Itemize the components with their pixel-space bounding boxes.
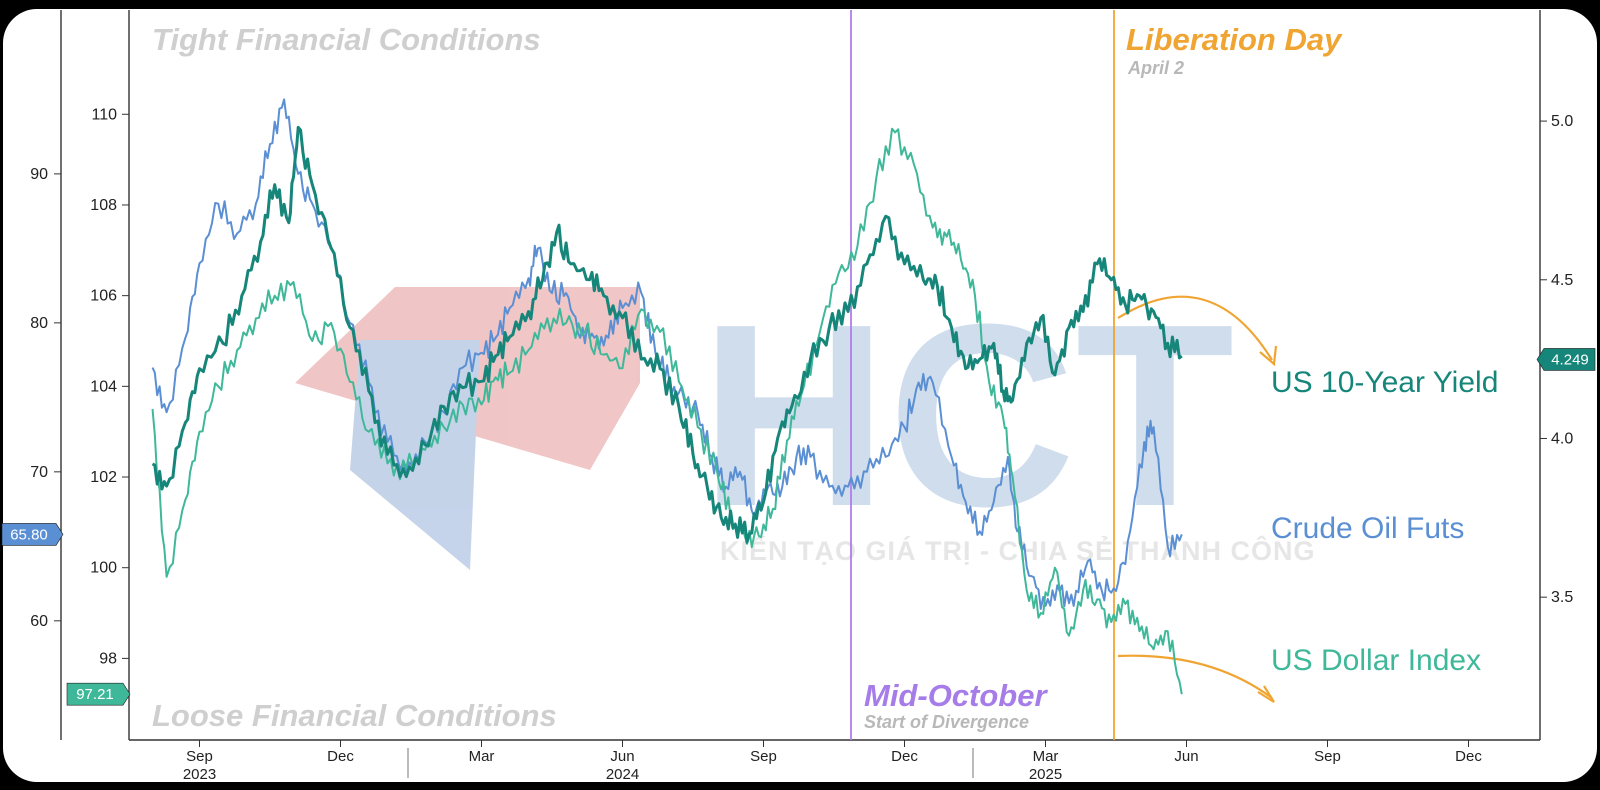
yield-last-value-tag: 4.249 <box>1536 348 1596 371</box>
loose-conditions-label: Loose Financial Conditions <box>152 698 557 733</box>
liberation-day-date: April 2 <box>1127 58 1184 78</box>
mid-october-label: Mid-October <box>864 678 1048 713</box>
yield-last-value-tag-shape <box>1536 348 1596 371</box>
mid-october-sublabel: Start of Divergence <box>864 712 1029 732</box>
dxy-axis-tick-label: 98 <box>99 650 117 667</box>
x-year-label: 2025 <box>1029 766 1062 783</box>
series-line-us-10-year-yield <box>151 125 1183 544</box>
oil-axis-tick-label: 60 <box>30 613 48 630</box>
x-tick-label: Dec <box>1455 748 1482 765</box>
x-tick-label: Jun <box>1174 748 1198 765</box>
oil-axis-tick-label: 70 <box>30 464 48 481</box>
watermark: HCT KIẾN TẠO GIÁ TRỊ - CHIA SẺ THÀNH CÔN… <box>295 271 1316 570</box>
x-tick-label: Dec <box>327 748 354 765</box>
liberation-day-label: Liberation Day <box>1126 22 1343 57</box>
dxy-axis-tick-label: 102 <box>90 469 117 486</box>
series-label-crude-oil-futs: Crude Oil Futs <box>1271 512 1464 545</box>
dxy-axis-tick-label: 110 <box>91 106 117 123</box>
x-tick-label: Sep <box>186 748 213 765</box>
dxy-last-value-tag-shape <box>66 682 131 706</box>
oil-axis-tick-label: 90 <box>30 166 48 183</box>
x-tick-label: Sep <box>750 748 777 765</box>
x-tick-label: Dec <box>891 748 918 765</box>
yield-axis-tick-label: 4.0 <box>1551 430 1573 447</box>
yield-arc-arrow <box>1117 295 1273 361</box>
dxy-last-value-tag-text: 97.21 <box>76 686 114 703</box>
x-tick-label: Mar <box>1033 748 1059 765</box>
series-line-us-dollar-index <box>151 127 1183 695</box>
dollar-arc-arrow <box>1117 654 1273 699</box>
dxy-axis-tick-label: 108 <box>90 197 117 214</box>
dxy-axis-tick-label: 100 <box>90 560 117 577</box>
yield-axis-tick-label: 4.5 <box>1551 272 1573 289</box>
yield-last-value-tag-text: 4.249 <box>1551 351 1589 368</box>
x-tick-label: Jun <box>610 748 634 765</box>
x-year-label: 2024 <box>606 766 639 783</box>
x-tick-label: Sep <box>1314 748 1341 765</box>
dxy-last-value-tag: 97.21 <box>66 682 131 706</box>
series-label-us-10-year-yield: US 10-Year Yield <box>1271 366 1498 399</box>
oil-axis-tick-label: 80 <box>30 315 48 332</box>
tight-conditions-label: Tight Financial Conditions <box>152 22 541 57</box>
dxy-axis-tick-label: 104 <box>90 378 117 395</box>
yield-axis-tick-label: 5.0 <box>1551 113 1573 130</box>
x-tick-label: Mar <box>469 748 495 765</box>
watermark-tagline: KIẾN TẠO GIÁ TRỊ - CHIA SẺ THÀNH CÔNG <box>720 534 1316 566</box>
oil-last-value-tag: 65.80 <box>1 523 64 546</box>
yield-axis-tick-label: 3.5 <box>1551 589 1573 606</box>
dollar-arc-arrow-head <box>1257 685 1275 703</box>
oil-last-value-tag-text: 65.80 <box>10 526 48 543</box>
dxy-axis-tick-label: 106 <box>90 288 117 305</box>
yield-arc-arrow-head <box>1259 345 1278 367</box>
x-year-label: 2023 <box>183 766 216 783</box>
series-label-us-dollar-index: US Dollar Index <box>1271 644 1481 677</box>
oil-last-value-tag-shape <box>1 523 64 546</box>
